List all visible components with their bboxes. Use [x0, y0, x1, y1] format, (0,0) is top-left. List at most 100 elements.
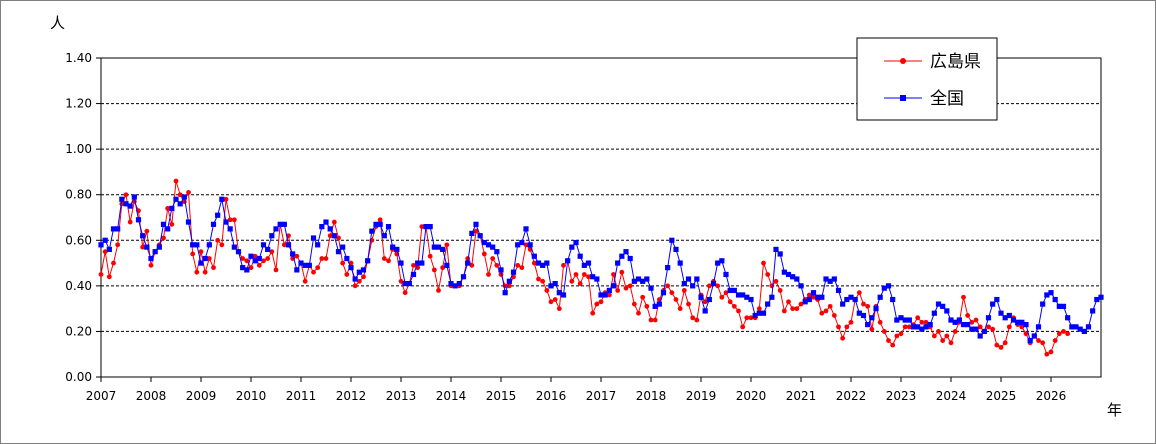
x-tick-label: 2012 — [336, 389, 367, 403]
data-point — [115, 226, 121, 232]
data-point — [781, 269, 787, 275]
data-point — [965, 313, 971, 318]
data-point — [723, 290, 729, 296]
data-point — [735, 292, 742, 298]
data-point — [652, 303, 658, 309]
data-point — [194, 242, 200, 248]
data-point — [127, 219, 133, 225]
data-point — [1002, 340, 1008, 346]
data-point — [806, 296, 812, 303]
data-point — [973, 317, 979, 323]
data-point — [910, 324, 917, 330]
data-point — [885, 283, 892, 289]
data-point — [177, 192, 183, 198]
data-point — [1031, 333, 1037, 339]
data-point — [986, 324, 991, 330]
data-point — [385, 224, 392, 230]
data-point — [360, 267, 367, 273]
data-point — [1094, 296, 1100, 303]
data-point — [381, 256, 387, 261]
data-point — [898, 331, 904, 337]
data-point — [327, 233, 333, 239]
data-point — [1048, 349, 1054, 355]
data-point — [961, 294, 966, 300]
legend-label-national: 全国 — [930, 89, 964, 109]
data-point — [969, 319, 975, 325]
data-point — [110, 226, 117, 232]
data-point — [536, 276, 541, 282]
data-point — [931, 310, 937, 316]
data-point — [1006, 312, 1012, 319]
data-point — [144, 244, 150, 250]
data-point — [540, 262, 546, 268]
data-point — [244, 267, 250, 273]
data-point — [498, 267, 504, 273]
data-point — [377, 217, 383, 223]
data-point — [560, 292, 567, 298]
data-point — [431, 267, 437, 273]
data-point — [127, 203, 133, 209]
data-point — [148, 255, 154, 262]
legend-label-hiroshima: 広島県 — [930, 52, 981, 72]
data-point — [1065, 315, 1071, 321]
x-tick-label: 2013 — [386, 389, 417, 403]
y-tick-label: 1.20 — [65, 97, 92, 111]
data-point — [810, 290, 817, 296]
data-point — [1010, 317, 1017, 323]
data-point — [602, 292, 608, 298]
data-point — [373, 221, 379, 227]
data-point — [823, 308, 829, 314]
data-point — [786, 299, 791, 305]
data-point — [523, 242, 529, 248]
data-point — [390, 244, 396, 250]
data-point — [406, 280, 412, 287]
y-tick-label: 0.80 — [65, 188, 92, 202]
data-point — [548, 299, 554, 305]
data-point — [748, 296, 754, 303]
data-point — [861, 301, 866, 307]
data-point — [1002, 315, 1008, 321]
data-point — [310, 235, 317, 241]
data-point — [898, 315, 904, 321]
data-point — [269, 233, 275, 239]
plot-border — [100, 57, 1102, 378]
data-point — [631, 301, 637, 307]
data-point — [431, 244, 437, 250]
data-point — [419, 224, 425, 230]
data-point — [715, 260, 721, 266]
data-point — [410, 271, 417, 278]
data-point — [340, 244, 346, 250]
data-point — [981, 328, 987, 335]
data-point — [248, 253, 254, 259]
data-point — [919, 319, 925, 325]
data-point — [773, 278, 779, 284]
data-point — [444, 262, 450, 268]
data-point — [285, 242, 292, 248]
data-point — [440, 246, 446, 252]
data-point — [294, 267, 300, 273]
y-tick-label: 0.60 — [65, 233, 92, 247]
data-point — [1019, 319, 1025, 325]
data-point — [869, 326, 875, 332]
data-point — [235, 249, 242, 255]
data-point — [606, 287, 612, 294]
data-point — [890, 296, 896, 303]
data-point — [506, 278, 512, 284]
data-point — [181, 194, 187, 200]
data-point — [211, 265, 216, 271]
data-point — [731, 287, 737, 294]
data-point — [311, 269, 316, 275]
data-point — [606, 292, 612, 298]
data-point — [102, 237, 108, 243]
data-point — [577, 253, 583, 259]
data-point — [715, 283, 721, 289]
data-point — [777, 288, 783, 293]
data-point — [531, 260, 537, 266]
data-point — [252, 258, 258, 264]
data-point — [719, 258, 725, 264]
series-layer — [98, 178, 1104, 357]
data-point — [985, 315, 992, 321]
data-point — [519, 239, 525, 246]
data-point — [860, 312, 867, 319]
